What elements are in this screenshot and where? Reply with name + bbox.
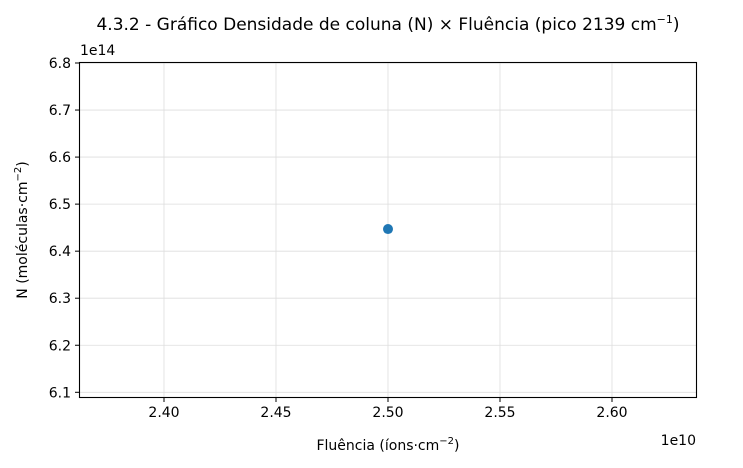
y-tick-label: 6.6: [49, 150, 71, 166]
y-offset-label: 1e14: [80, 43, 115, 59]
x-axis-label: Fluência (íons·cm−2): [316, 436, 459, 454]
data-point: [383, 224, 393, 235]
x-offset-label: 1e10: [661, 433, 696, 449]
y-tick-label: 6.7: [49, 103, 71, 119]
x-tick-label: 2.50: [372, 405, 403, 421]
x-tick-label: 2.60: [596, 405, 627, 421]
x-tick-label: 2.45: [260, 405, 291, 421]
y-axis-label: N (moléculas·cm−2): [13, 161, 31, 298]
y-tick-label: 6.4: [49, 244, 71, 260]
x-tick-label: 2.55: [484, 405, 515, 421]
y-tick-label: 6.5: [49, 197, 71, 213]
chart-title: 4.3.2 - Gráfico Densidade de coluna (N) …: [96, 13, 679, 35]
plot-frame: [78, 61, 698, 399]
y-tick-label: 6.3: [49, 291, 71, 307]
y-tick-label: 6.8: [49, 56, 71, 72]
ticks: 2.40 2.45 2.50 2.55 2.60 6.1 6.2 6.3 6.4 6.5 6.6 6.…: [49, 56, 628, 421]
y-tick-label: 6.1: [49, 385, 71, 401]
y-tick-label: 6.2: [49, 338, 71, 354]
data-points: [383, 224, 393, 235]
x-tick-label: 2.40: [148, 405, 179, 421]
